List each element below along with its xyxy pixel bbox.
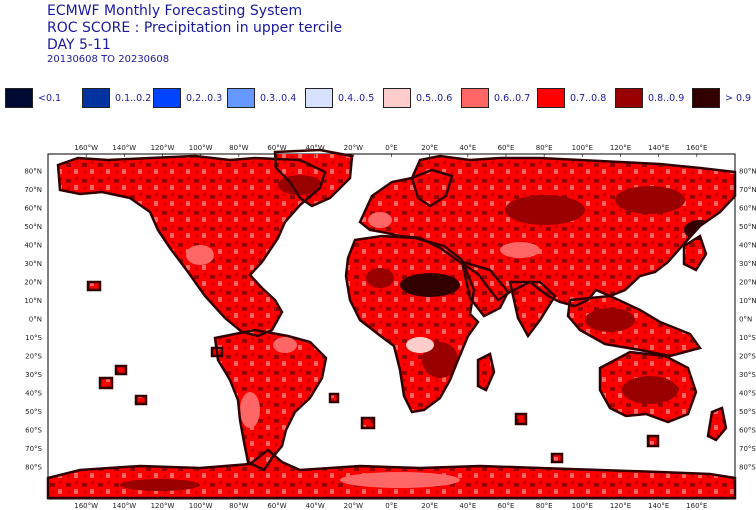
lat-label-right: 10°N bbox=[739, 297, 756, 305]
lat-label-right: 30°N bbox=[739, 260, 756, 268]
legend-swatch bbox=[153, 88, 181, 108]
lon-label-top: 100°W bbox=[189, 144, 213, 152]
lat-label-left: 20°S bbox=[25, 353, 42, 361]
lat-label-right: 40°S bbox=[739, 390, 756, 398]
score-title: ROC SCORE : Precipitation in upper terci… bbox=[47, 20, 343, 36]
lat-label-left: 60°S bbox=[25, 427, 42, 435]
legend-swatch bbox=[383, 88, 411, 108]
legend-label: <0.1 bbox=[38, 93, 62, 104]
lat-label-right: 30°S bbox=[739, 371, 756, 379]
lat-label-right: 40°N bbox=[739, 242, 756, 250]
lon-label-top: 140°E bbox=[648, 144, 669, 152]
date-period: 20130608 TO 20230608 bbox=[47, 54, 170, 65]
graticule-labels: 160°W 160°W 140°W 140°W 120°W 120°W 100°W 100°W… bbox=[24, 144, 756, 510]
legend-label: 0.6..0.7 bbox=[494, 93, 531, 104]
lon-label-top: 80°E bbox=[536, 144, 553, 152]
system-title: ECMWF Monthly Forecasting System bbox=[47, 3, 303, 19]
lon-label-top: 160°W bbox=[74, 144, 98, 152]
lat-label-right: 70°N bbox=[739, 186, 756, 194]
color-legend: <0.1 0.1..0.2 0.2..0.3 0.3..0.4 0.4..0.5 0.5.… bbox=[0, 88, 756, 110]
lon-label-bottom: 20°E bbox=[421, 502, 438, 510]
lat-label-right: 80°N bbox=[739, 168, 756, 176]
lat-label-right: 10°S bbox=[739, 334, 756, 342]
lon-label-bottom: 0°E bbox=[385, 502, 397, 510]
lon-label-bottom: 140°E bbox=[648, 502, 669, 510]
lon-label-top: 20°W bbox=[344, 144, 363, 152]
coastlines bbox=[46, 148, 737, 500]
lat-label-right: 50°N bbox=[739, 223, 756, 231]
lat-label-right: 60°S bbox=[739, 427, 756, 435]
lat-label-left: 30°S bbox=[25, 371, 42, 379]
lat-label-left: 10°N bbox=[24, 297, 42, 305]
lat-label-left: 0°N bbox=[29, 316, 42, 324]
lon-label-bottom: 40°W bbox=[305, 502, 324, 510]
legend-label: 0.7..0.8 bbox=[570, 93, 607, 104]
lon-label-bottom: 100°W bbox=[189, 502, 213, 510]
legend-swatch bbox=[692, 88, 720, 108]
legend-swatch bbox=[537, 88, 565, 108]
lat-label-left: 80°N bbox=[24, 168, 42, 176]
lat-label-left: 80°S bbox=[25, 464, 42, 472]
legend-label: > 0.9 bbox=[725, 93, 752, 104]
lon-label-bottom: 80°W bbox=[229, 502, 248, 510]
lon-label-bottom: 20°W bbox=[344, 502, 363, 510]
lat-label-right: 20°S bbox=[739, 353, 756, 361]
lon-label-bottom: 140°W bbox=[112, 502, 136, 510]
legend-swatch bbox=[5, 88, 33, 108]
legend-swatch bbox=[461, 88, 489, 108]
lon-label-bottom: 60°W bbox=[267, 502, 286, 510]
lon-label-top: 80°W bbox=[229, 144, 248, 152]
lon-label-top: 20°E bbox=[421, 144, 438, 152]
lon-label-bottom: 40°E bbox=[459, 502, 476, 510]
lat-label-left: 70°S bbox=[25, 445, 42, 453]
day-range: DAY 5-11 bbox=[47, 37, 111, 53]
lat-label-left: 60°N bbox=[24, 205, 42, 213]
legend-label: 0.2..0.3 bbox=[186, 93, 223, 104]
legend-label: 0.4..0.5 bbox=[338, 93, 375, 104]
lat-label-right: 60°N bbox=[739, 205, 756, 213]
lon-label-top: 40°E bbox=[459, 144, 476, 152]
lon-label-bottom: 120°W bbox=[151, 502, 175, 510]
lon-label-bottom: 120°E bbox=[610, 502, 631, 510]
lon-label-bottom: 160°E bbox=[686, 502, 707, 510]
lon-label-top: 160°E bbox=[686, 144, 707, 152]
legend-swatch bbox=[227, 88, 255, 108]
lat-label-left: 50°N bbox=[24, 223, 42, 231]
lat-label-right: 50°S bbox=[739, 408, 756, 416]
lon-label-top: 120°W bbox=[151, 144, 175, 152]
lon-label-bottom: 60°E bbox=[498, 502, 515, 510]
lon-label-bottom: 160°W bbox=[74, 502, 98, 510]
legend-label: 0.8..0.9 bbox=[648, 93, 685, 104]
lat-label-left: 70°N bbox=[24, 186, 42, 194]
lat-label-right: 20°N bbox=[739, 279, 756, 287]
legend-swatch bbox=[82, 88, 110, 108]
legend-label: 0.3..0.4 bbox=[260, 93, 297, 104]
lon-label-top: 40°W bbox=[305, 144, 324, 152]
lon-label-top: 100°E bbox=[572, 144, 593, 152]
legend-swatch bbox=[615, 88, 643, 108]
lat-label-left: 40°N bbox=[24, 242, 42, 250]
title-block: ECMWF Monthly Forecasting System ROC SCO… bbox=[47, 3, 342, 66]
lon-label-bottom: 80°E bbox=[536, 502, 553, 510]
lon-label-top: 140°W bbox=[112, 144, 136, 152]
lat-label-right: 80°S bbox=[739, 464, 756, 472]
legend-label: 0.1..0.2 bbox=[115, 93, 152, 104]
lon-label-top: 60°E bbox=[498, 144, 515, 152]
lat-label-left: 30°N bbox=[24, 260, 42, 268]
lat-label-left: 50°S bbox=[25, 408, 42, 416]
lon-label-bottom: 100°E bbox=[572, 502, 593, 510]
lon-label-top: 0°E bbox=[385, 144, 397, 152]
lon-label-top: 60°W bbox=[267, 144, 286, 152]
legend-swatch bbox=[305, 88, 333, 108]
lat-label-left: 10°S bbox=[25, 334, 42, 342]
lat-label-left: 40°S bbox=[25, 390, 42, 398]
lat-label-right: 70°S bbox=[739, 445, 756, 453]
lon-label-top: 120°E bbox=[610, 144, 631, 152]
legend-label: 0.5..0.6 bbox=[416, 93, 453, 104]
lat-label-right: 0°N bbox=[739, 316, 752, 324]
lat-label-left: 20°N bbox=[24, 279, 42, 287]
